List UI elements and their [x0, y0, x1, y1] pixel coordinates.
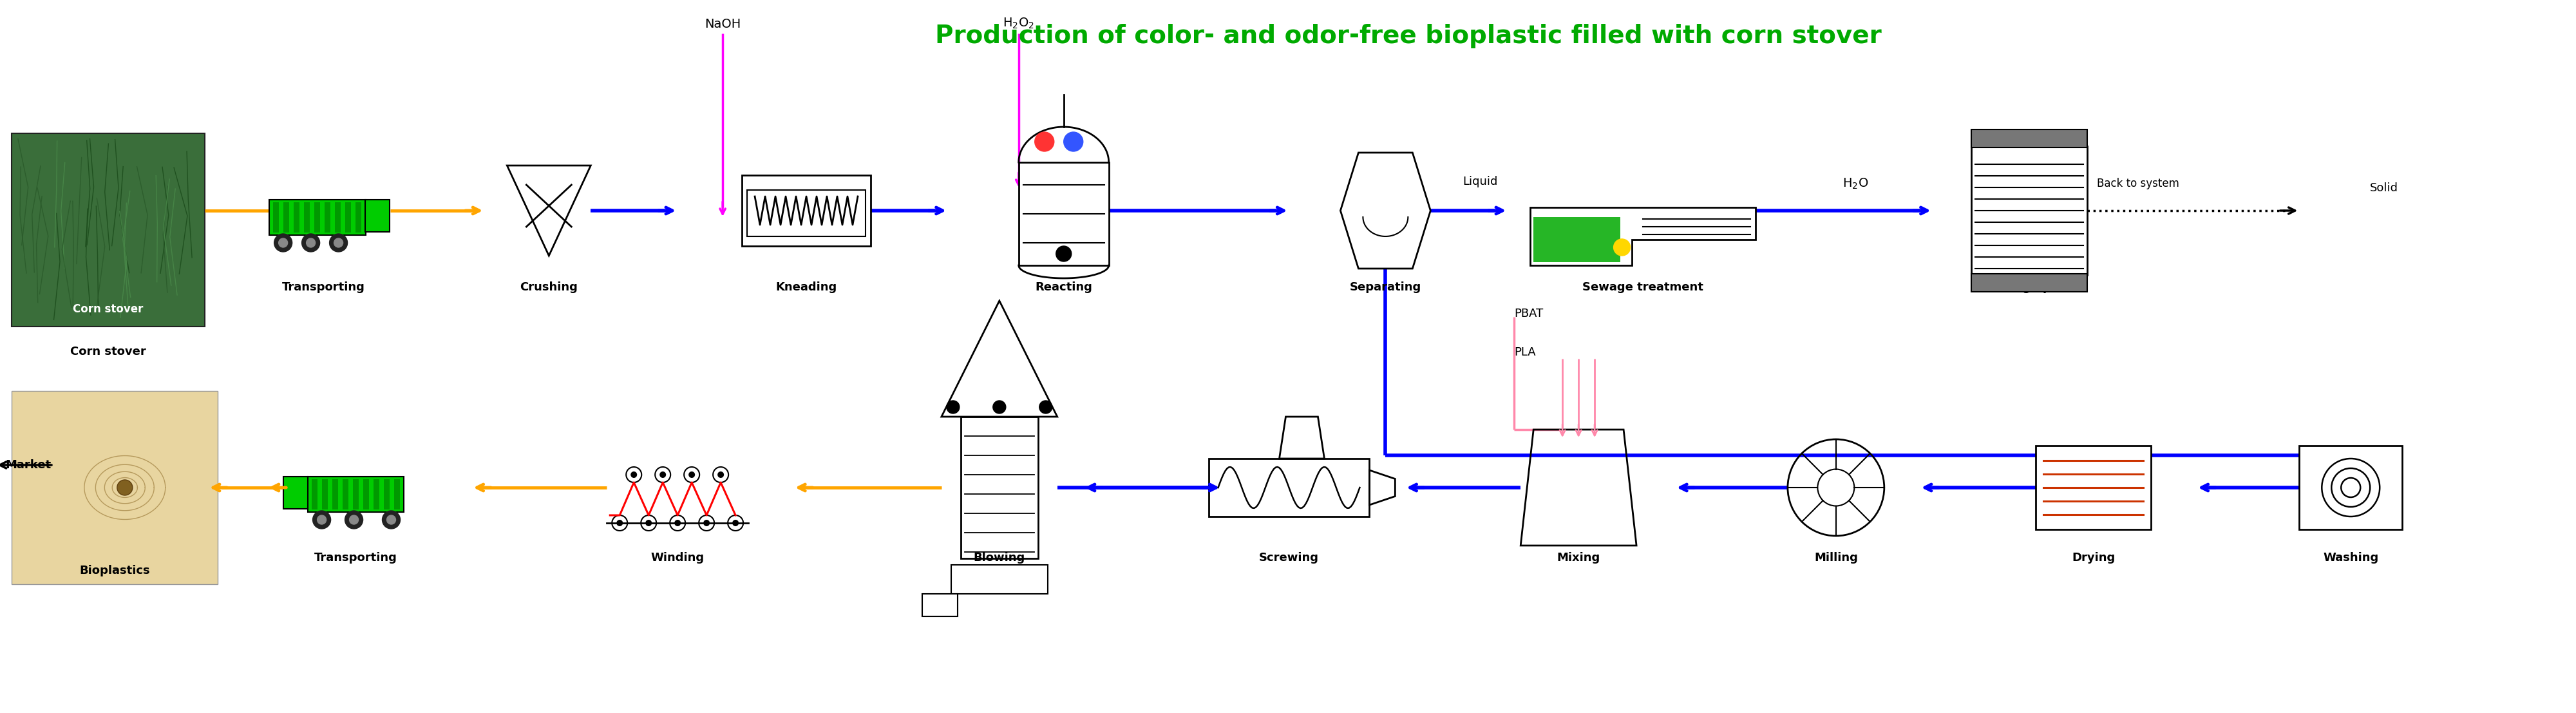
Text: Transporting: Transporting [283, 282, 366, 293]
Circle shape [945, 401, 958, 414]
Circle shape [1613, 239, 1631, 256]
Circle shape [381, 511, 399, 529]
Bar [1971, 274, 2087, 292]
Circle shape [335, 238, 343, 247]
Text: H$_2$O: H$_2$O [1842, 177, 1868, 190]
Circle shape [1056, 246, 1072, 262]
Bar [10, 391, 216, 584]
Bar [951, 565, 1048, 594]
Text: Mixing: Mixing [1556, 552, 1600, 563]
Bar [922, 594, 958, 616]
Bar [394, 479, 399, 510]
Text: Transporting: Transporting [314, 552, 397, 563]
Bar [283, 202, 289, 232]
Bar [314, 202, 319, 232]
Bar [322, 479, 327, 510]
Text: Crushing: Crushing [520, 282, 577, 293]
Circle shape [992, 401, 1005, 414]
Text: Solid: Solid [2370, 183, 2398, 194]
Circle shape [345, 511, 363, 529]
Circle shape [1038, 401, 1051, 414]
Circle shape [631, 471, 636, 478]
Bar [747, 190, 866, 237]
Bar [384, 479, 389, 510]
Bar [304, 202, 309, 232]
Bar [273, 202, 278, 232]
Bar [312, 479, 317, 510]
Circle shape [301, 234, 319, 252]
Circle shape [647, 520, 652, 526]
Text: Storage pool: Storage pool [1986, 282, 2071, 293]
Bar [1533, 217, 1620, 262]
Bar [2300, 446, 2403, 530]
Circle shape [350, 515, 358, 524]
Text: NaOH: NaOH [706, 18, 742, 30]
Circle shape [273, 234, 291, 252]
Text: PBAT: PBAT [1515, 308, 1543, 319]
Bar [345, 202, 350, 232]
Bar [335, 202, 340, 232]
Bar [332, 479, 337, 510]
Bar [283, 476, 307, 509]
Text: Reacting: Reacting [1036, 282, 1092, 293]
Text: Corn stover: Corn stover [70, 346, 147, 357]
Text: Corn stover: Corn stover [72, 303, 144, 315]
Bar [294, 202, 299, 232]
Text: Separating: Separating [1350, 282, 1422, 293]
Bar [742, 175, 871, 246]
Circle shape [1036, 132, 1054, 151]
Circle shape [616, 520, 623, 526]
Bar [325, 202, 330, 232]
Text: Milling: Milling [1814, 552, 1857, 563]
Circle shape [719, 471, 724, 478]
Text: PLA: PLA [1515, 347, 1535, 358]
Bar [307, 476, 404, 512]
Bar [363, 479, 368, 510]
Bar [343, 479, 348, 510]
Bar [1971, 130, 2087, 148]
Text: Production of color- and odor-free bioplastic filled with corn stover: Production of color- and odor-free biopl… [935, 24, 1880, 48]
Text: Drying: Drying [2071, 552, 2115, 563]
Bar [374, 479, 379, 510]
Text: Bioplastics: Bioplastics [80, 565, 149, 576]
Circle shape [732, 520, 739, 526]
Bar [961, 416, 1038, 558]
Circle shape [278, 238, 289, 247]
Bar [353, 479, 358, 510]
Text: Washing: Washing [2324, 552, 2378, 563]
Bar [1208, 458, 1370, 516]
Text: Screwing: Screwing [1260, 552, 1319, 563]
Circle shape [675, 520, 680, 526]
Text: Back to system: Back to system [2097, 178, 2179, 190]
Circle shape [688, 471, 696, 478]
Bar [1018, 163, 1108, 265]
Text: Sewage treatment: Sewage treatment [1582, 282, 1703, 293]
Bar [355, 202, 361, 232]
Bar [2035, 446, 2151, 530]
Text: Liquid: Liquid [1463, 176, 1497, 188]
Circle shape [312, 511, 330, 529]
Text: Winding: Winding [652, 552, 703, 563]
Bar [268, 200, 366, 235]
Bar [1971, 146, 2087, 275]
Circle shape [317, 515, 327, 524]
Circle shape [703, 520, 711, 526]
Text: Kneading: Kneading [775, 282, 837, 293]
Circle shape [659, 471, 667, 478]
Circle shape [386, 515, 397, 524]
Text: H$_2$O$_2$: H$_2$O$_2$ [1002, 16, 1036, 30]
Circle shape [307, 238, 314, 247]
Circle shape [1064, 132, 1082, 151]
Circle shape [116, 480, 131, 496]
Circle shape [330, 234, 348, 252]
Bar [366, 200, 389, 232]
Text: Market: Market [5, 459, 52, 471]
Bar [10, 133, 204, 327]
Text: Blowing: Blowing [974, 552, 1025, 563]
